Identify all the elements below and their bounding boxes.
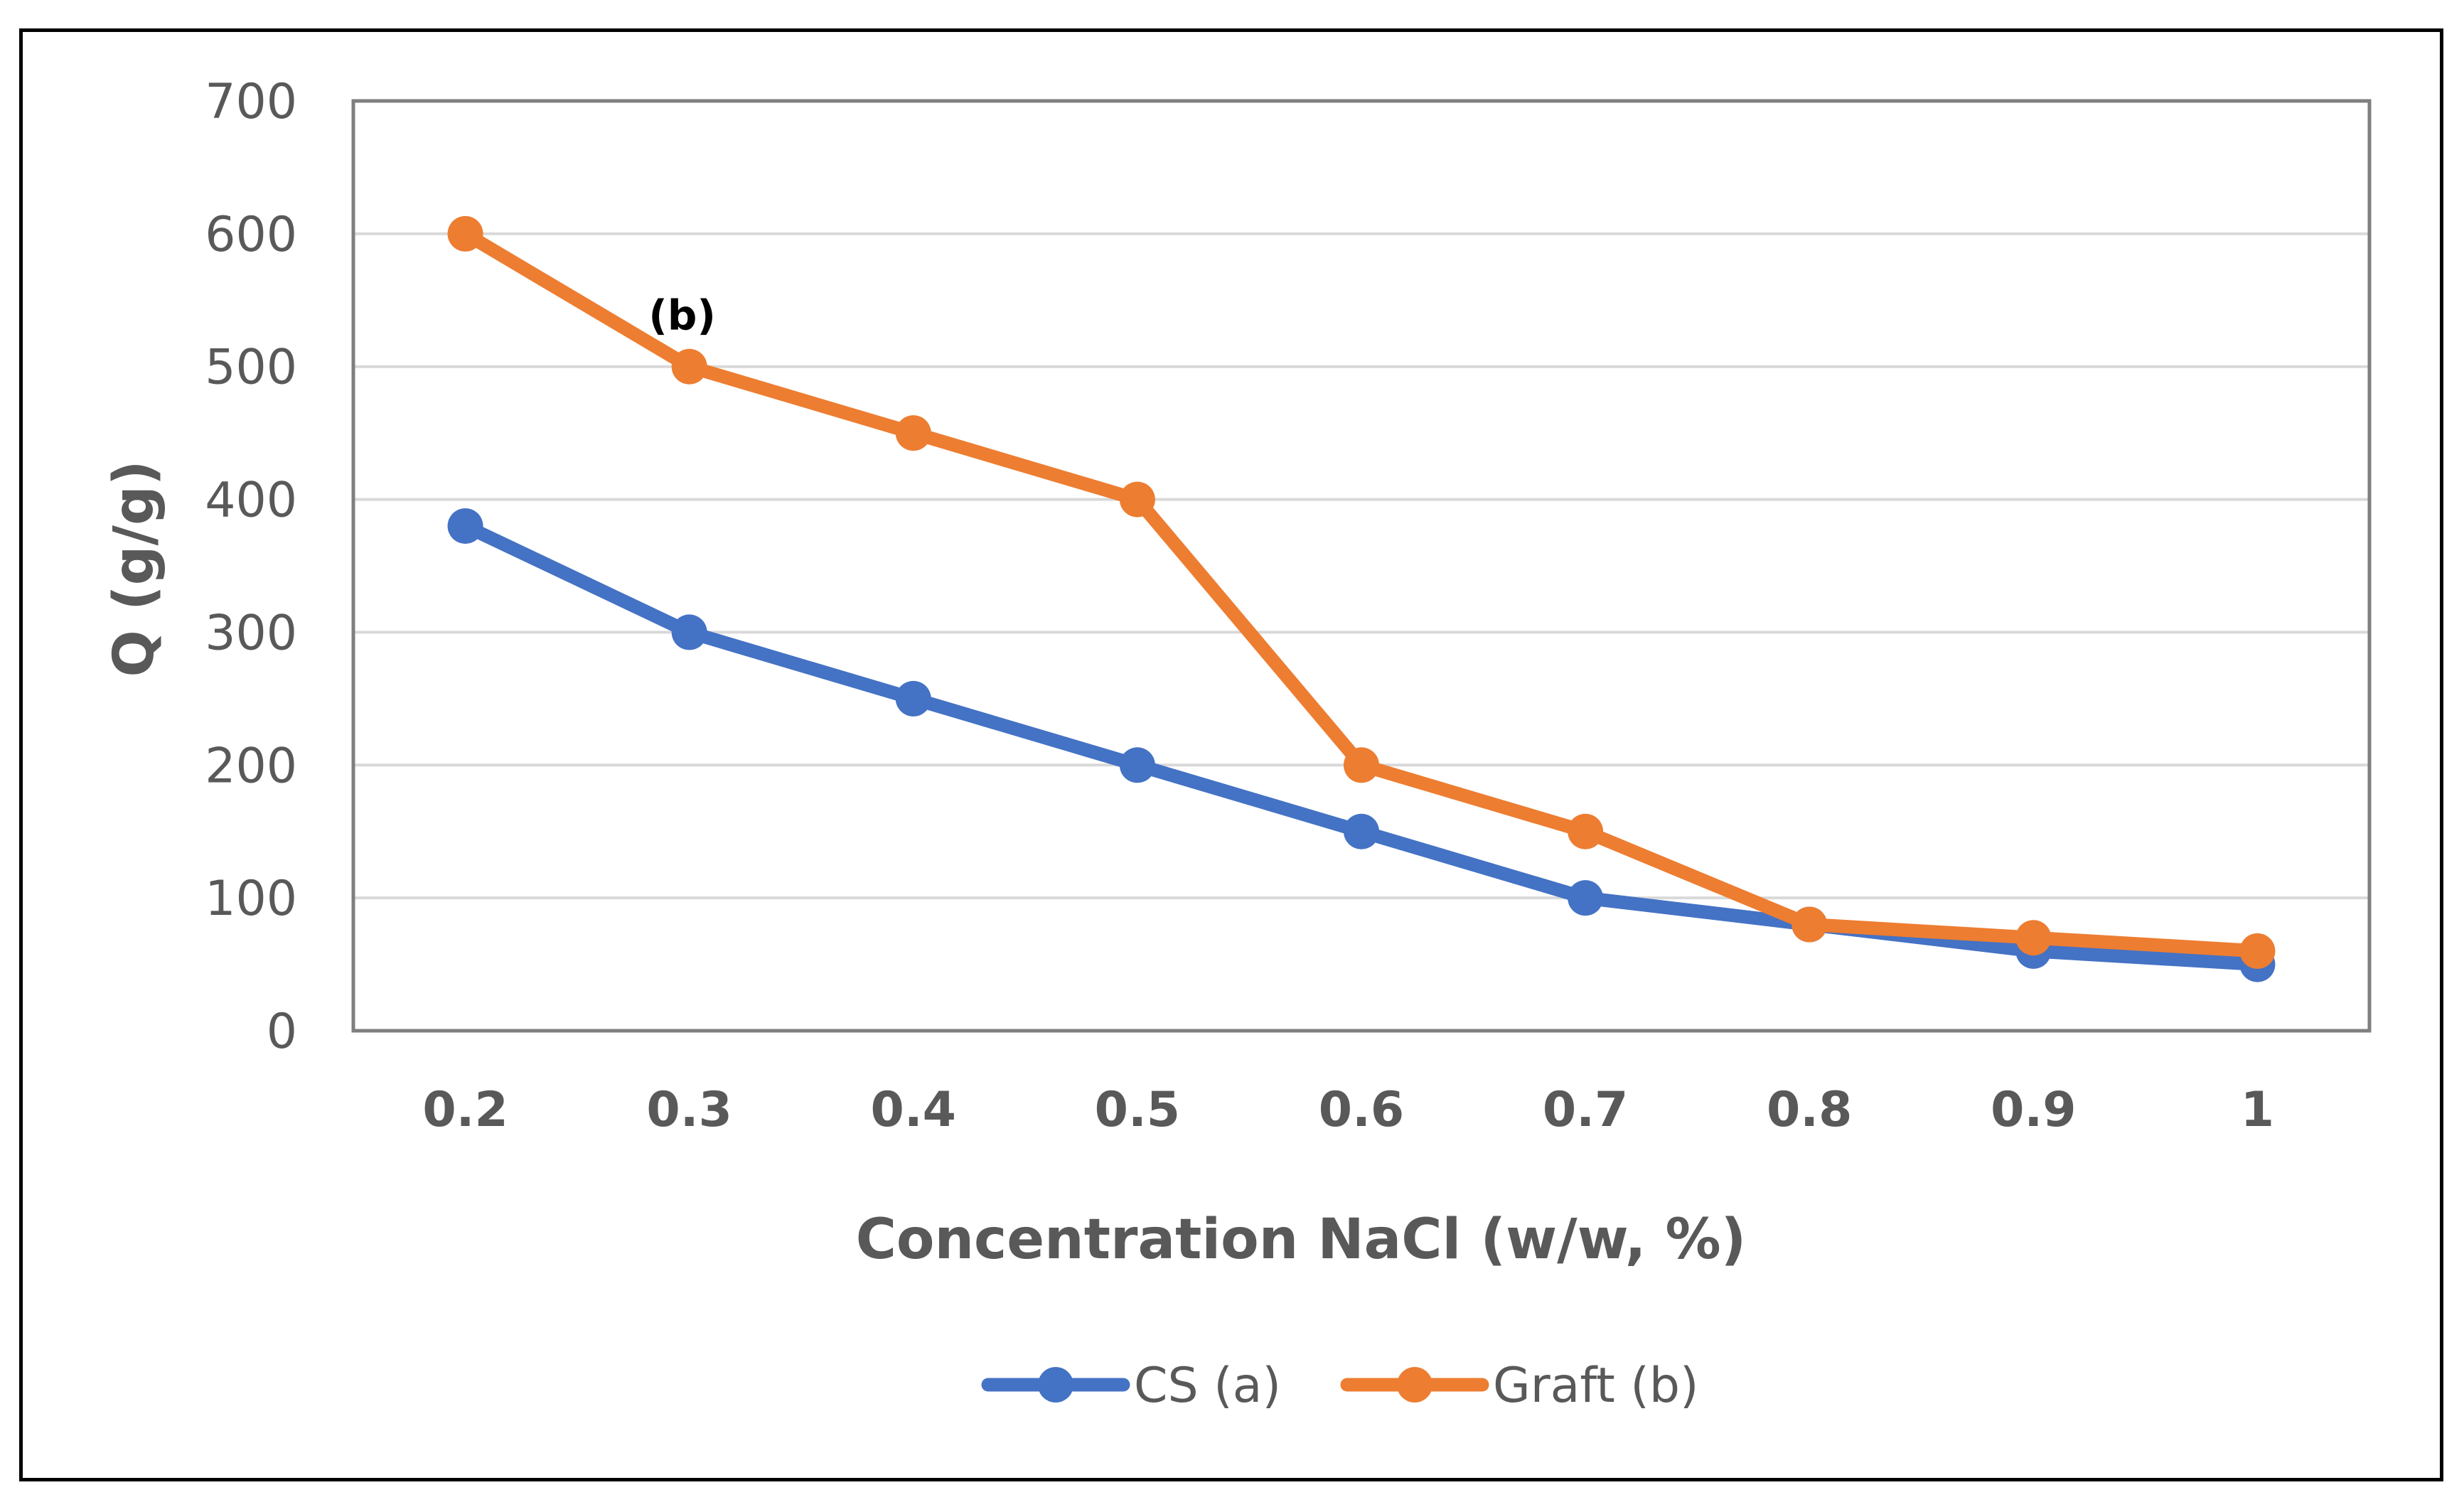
data-point[interactable] [671, 348, 707, 385]
y-tick-label: 100 [205, 871, 297, 927]
data-point[interactable] [1568, 813, 1604, 849]
data-point[interactable] [1119, 481, 1155, 518]
data-point[interactable] [2015, 920, 2052, 956]
y-tick-label: 700 [205, 74, 297, 130]
x-tick-label: 0.7 [1543, 1082, 1628, 1138]
x-tick-label: 0.5 [1095, 1082, 1180, 1138]
x-tick-label: 0.2 [422, 1082, 508, 1138]
data-point[interactable] [895, 680, 931, 717]
x-tick-label: 1 [2241, 1082, 2274, 1138]
x-axis-title: Concentration NaCl (w/w, %) [856, 1208, 1747, 1272]
data-point[interactable] [1791, 906, 1828, 943]
series-group [447, 215, 2276, 982]
annotations: (b) [648, 291, 716, 340]
y-tick-label: 500 [205, 340, 297, 396]
y-tick-label: 300 [205, 605, 297, 661]
legend-swatch-marker [1397, 1367, 1432, 1403]
data-point[interactable] [1568, 880, 1604, 916]
x-axis-ticks: 0.2 0.3 0.4 0.5 0.6 0.7 0.8 0.9 1 [422, 1082, 2274, 1138]
y-tick-label: 400 [205, 473, 297, 529]
y-tick-label: 0 [267, 1004, 297, 1060]
data-point[interactable] [1344, 747, 1379, 783]
x-tick-label: 0.8 [1767, 1082, 1852, 1138]
legend-swatch-marker [1038, 1367, 1073, 1403]
legend-item-cs-a[interactable]: CS (a) [981, 1358, 1281, 1414]
data-point[interactable] [895, 415, 931, 451]
y-axis-ticks: 0 100 200 300 400 500 600 700 [205, 74, 297, 1060]
x-tick-label: 0.9 [1991, 1082, 2076, 1138]
data-point[interactable] [447, 215, 483, 252]
y-tick-label: 600 [205, 207, 297, 263]
series-cs-a [447, 508, 2276, 982]
legend[interactable]: CS (a) Graft (b) [981, 1358, 1699, 1414]
legend-label: CS (a) [1134, 1358, 1281, 1414]
data-point[interactable] [671, 614, 707, 650]
data-point[interactable] [1344, 813, 1379, 849]
annotation-label: (b) [648, 291, 716, 340]
y-axis-title: Q (g/g) [102, 461, 166, 677]
series-graft-b [447, 215, 2276, 969]
legend-item-graft-b[interactable]: Graft (b) [1340, 1358, 1699, 1414]
y-tick-label: 200 [205, 738, 297, 794]
x-tick-label: 0.4 [871, 1082, 956, 1138]
data-point[interactable] [2239, 933, 2276, 969]
x-tick-label: 0.6 [1319, 1082, 1404, 1138]
data-point[interactable] [447, 508, 483, 544]
data-point[interactable] [1119, 747, 1155, 783]
x-tick-label: 0.3 [646, 1082, 732, 1138]
legend-label: Graft (b) [1493, 1358, 1699, 1414]
chart-frame [19, 28, 2443, 1481]
plot-area [351, 99, 2372, 1033]
